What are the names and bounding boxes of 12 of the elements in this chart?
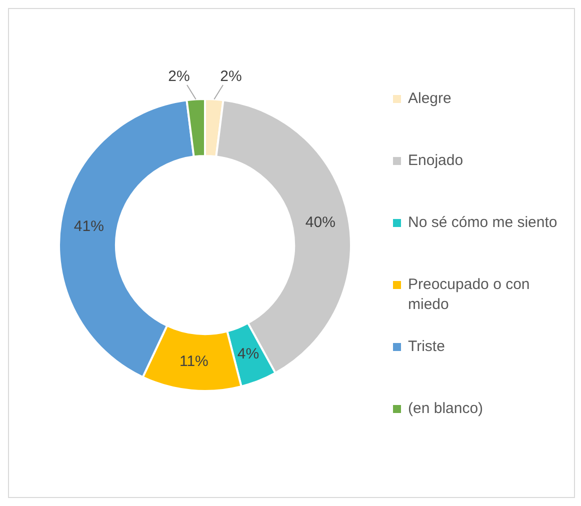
data-label: 40%	[305, 214, 336, 232]
legend-label: Alegre	[408, 89, 452, 109]
legend-label: No sé cómo me siento	[408, 213, 558, 233]
legend-label: Preocupado o con miedo	[408, 275, 531, 315]
data-label: 41%	[74, 218, 104, 235]
data-label: 11%	[179, 353, 208, 370]
data-label: 4%	[237, 345, 260, 362]
legend-label: Triste	[408, 337, 445, 357]
data-label: 2%	[220, 68, 242, 86]
legend-label: Enojado	[408, 151, 464, 171]
legend-label: (en blanco)	[408, 399, 484, 419]
data-label: 2%	[168, 68, 190, 86]
